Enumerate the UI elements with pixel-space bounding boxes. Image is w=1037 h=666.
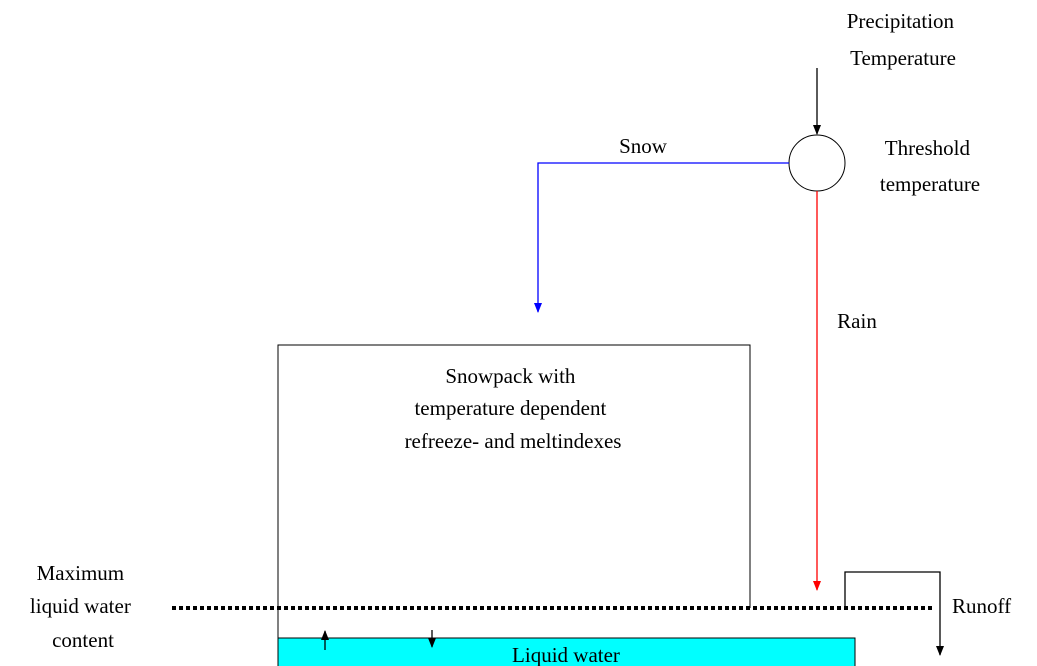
runoff-label: Runoff: [952, 594, 1011, 618]
snowpack-line: refreeze- and meltindexes: [405, 429, 622, 453]
inputs-label: Precipitation Temperature: [847, 9, 960, 70]
threshold-node: [788, 134, 846, 192]
max-liquid-line-text: Maximum: [37, 561, 125, 585]
threshold-line: Threshold: [885, 136, 971, 160]
snow-arrow: [534, 162, 789, 313]
snowpack-box: [277, 344, 751, 666]
runoff-arrow: [844, 571, 944, 656]
snowpack-line: Snowpack with: [445, 364, 576, 388]
snow-label: Snow: [619, 134, 668, 158]
snowpack-line: temperature dependent: [414, 396, 606, 420]
max-liquid-line-text: content: [52, 628, 114, 652]
snowpack-label: Snowpack with temperature dependent refr…: [405, 364, 622, 453]
threshold-line: temperature: [880, 172, 980, 196]
max-liquid-line-text: liquid water: [30, 594, 131, 618]
liquid-water-label: Liquid water: [512, 643, 620, 666]
max-liquid-label: Maximum liquid water content: [30, 561, 136, 652]
inputs-line: Temperature: [850, 46, 956, 70]
threshold-label: Threshold temperature: [880, 136, 980, 196]
inputs-line: Precipitation: [847, 9, 955, 33]
rain-label: Rain: [837, 309, 877, 333]
